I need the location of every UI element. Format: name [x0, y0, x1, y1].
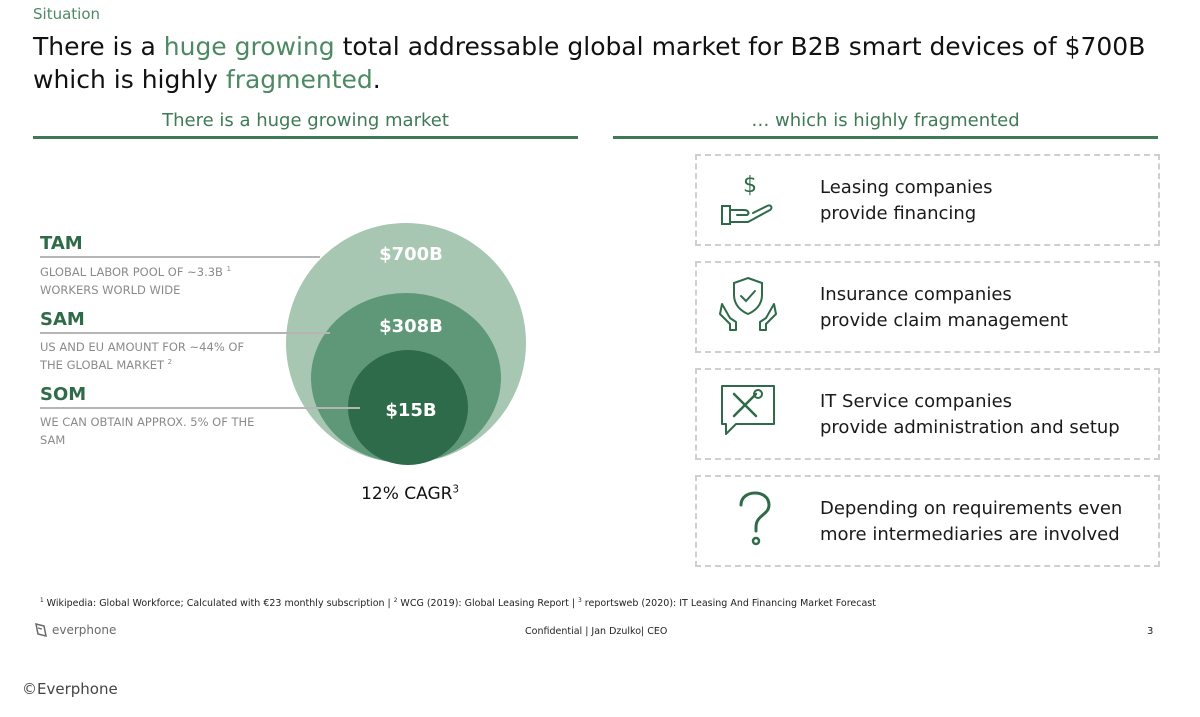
headline-part: total addressable global market for B2B …	[334, 32, 1146, 61]
card-it-service-text: IT Service companies provide administrat…	[820, 391, 1120, 438]
cagr-label: 12% CAGR3	[361, 484, 459, 504]
card-leasing	[695, 154, 1160, 246]
sam-description: US AND EU AMOUNT FOR ~44% OF THE GLOBAL …	[40, 340, 245, 372]
logo: everphone	[34, 622, 116, 638]
headline-part: There is a	[33, 32, 164, 61]
card-intermediaries	[695, 475, 1160, 567]
som-description: WE CAN OBTAIN APPROX. 5% OF THE SAM	[40, 415, 255, 447]
section-label: Situation	[33, 5, 101, 23]
card-intermediaries-text: Depending on requirements even more inte…	[820, 498, 1123, 545]
tam-description: GLOBAL LABOR POOL OF ~3.3B 1 WORKERS WOR…	[40, 265, 231, 297]
sam-value: $308B	[379, 316, 443, 337]
som-value: $15B	[385, 400, 437, 421]
tam-label: TAM	[40, 233, 83, 254]
left-section-title: There is a huge growing market	[162, 110, 449, 131]
card-insurance	[695, 261, 1160, 353]
tam-value: $700B	[379, 244, 443, 265]
headline-highlight: fragmented	[225, 65, 373, 94]
sam-label: SAM	[40, 309, 85, 330]
question-mark-icon	[739, 491, 771, 546]
page-title: There is a huge growing total addressabl…	[33, 30, 1173, 96]
tam-connector	[40, 256, 320, 258]
right-section-title: … which is highly fragmented	[751, 110, 1020, 131]
everphone-logo-icon	[35, 622, 47, 638]
headline-part: which is highly	[33, 65, 226, 94]
left-section-rule	[33, 136, 578, 139]
card-leasing-text: Leasing companies provide financing	[820, 177, 993, 224]
tools-chat-icon	[721, 385, 775, 435]
headline-highlight: huge growing	[163, 32, 335, 61]
som-circle	[348, 350, 468, 465]
right-section-rule	[613, 136, 1158, 139]
svg-text:$: $	[743, 173, 757, 198]
som-connector	[40, 407, 360, 409]
hand-dollar-icon: $	[721, 173, 773, 225]
sam-connector	[40, 332, 330, 334]
card-it-service	[695, 368, 1160, 460]
footnote: 1 Wikipedia: Global Workforce; Calculate…	[40, 597, 876, 609]
card-insurance-text: Insurance companies provide claim manage…	[820, 284, 1069, 331]
shield-hands-icon	[719, 276, 777, 331]
page-number: 3	[1147, 626, 1154, 637]
logo-text: everphone	[52, 623, 117, 637]
headline-part: .	[372, 65, 381, 94]
som-label: SOM	[40, 384, 87, 405]
copyright: ©Everphone	[22, 680, 118, 698]
confidential-notice: Confidential | Jan Dzulko| CEO	[525, 626, 668, 637]
